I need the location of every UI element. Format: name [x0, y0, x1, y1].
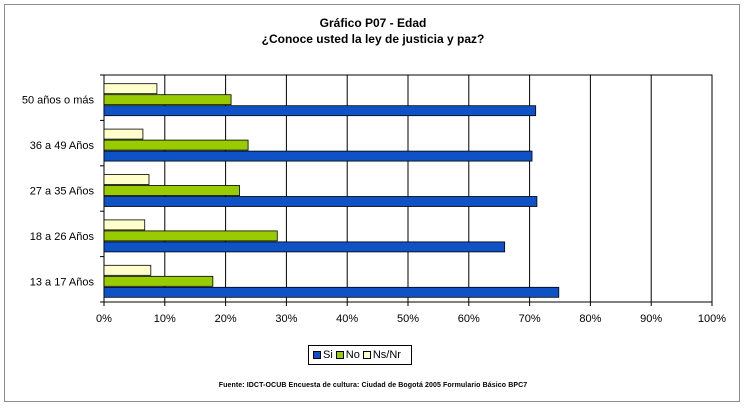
source-note: Fuente: IDCT-OCUB Encuesta de cultura: C… [218, 382, 528, 389]
bar-si [103, 150, 533, 162]
bar-ns-nr [103, 264, 152, 276]
bar-si [103, 241, 506, 253]
bar-si [103, 196, 538, 207]
chart-legend: Si No Ns/Nr [308, 345, 412, 365]
bar-no [103, 94, 232, 106]
bar-no [103, 230, 278, 242]
x-tick-label: 90% [640, 313, 662, 325]
legend-swatch-nsnr [362, 351, 371, 359]
category-label: 13 a 17 Años [30, 276, 95, 288]
legend-swatch-no [335, 351, 344, 359]
category-label: 18 a 26 Años [30, 231, 95, 243]
x-tick-label: 10% [154, 313, 176, 325]
x-tick-label: 30% [275, 313, 297, 325]
bar-ns-nr [103, 128, 144, 140]
x-tick-label: 0% [96, 313, 112, 325]
bar-si [103, 105, 537, 117]
x-tick-label: 70% [519, 313, 541, 325]
bar-ns-nr [103, 174, 150, 185]
bar-ns-nr [103, 83, 158, 95]
x-tick-label: 100% [698, 313, 726, 325]
bar-no [103, 185, 240, 196]
legend-swatch-si [313, 351, 321, 359]
legend-label-si: Si [323, 349, 333, 361]
x-tick-label: 20% [215, 313, 237, 325]
category-label: 50 años o más [22, 95, 95, 107]
legend-label-no: No [345, 349, 360, 361]
category-label: 27 a 35 Años [30, 186, 95, 198]
legend-item-nsnr: Ns/Nr [362, 349, 401, 361]
bar-ns-nr [103, 219, 146, 231]
legend-item-no: No [335, 349, 360, 361]
legend-item-si: Si [313, 349, 333, 361]
bar-no [103, 275, 214, 287]
chart-subtitle: ¿Conoce usted la ley de justicia y paz? [261, 32, 485, 46]
bar-no [103, 139, 249, 151]
x-tick-label: 50% [397, 313, 419, 325]
x-tick-label: 80% [579, 313, 601, 325]
category-label: 36 a 49 Años [30, 140, 95, 152]
x-tick-label: 60% [458, 313, 480, 325]
chart-title: Gráfico P07 - Edad [319, 16, 427, 30]
legend-label-nsnr: Ns/Nr [372, 349, 401, 361]
x-tick-label: 40% [336, 313, 358, 325]
bar-si [103, 286, 560, 298]
